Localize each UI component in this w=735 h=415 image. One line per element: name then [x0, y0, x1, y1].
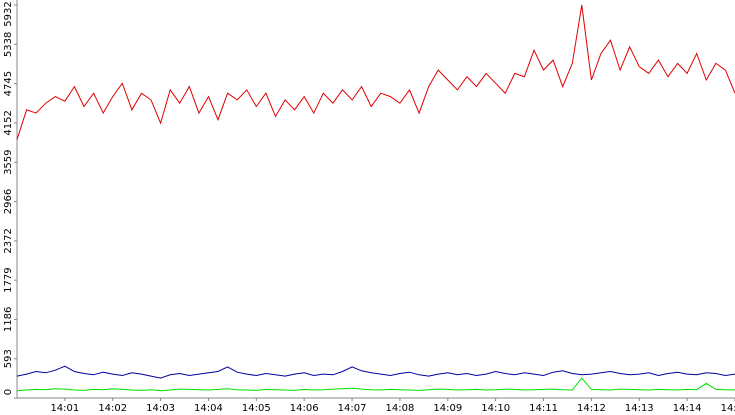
x-tick-label: 14:15 — [721, 403, 735, 414]
y-tick-label: 4152 — [3, 110, 14, 135]
x-tick-label: 14:07 — [338, 403, 367, 414]
y-tick-label: 0 — [3, 389, 14, 395]
series-line — [16, 365, 735, 379]
y-tick-label: 4745 — [3, 71, 14, 96]
y-tick-label: 2966 — [3, 189, 14, 214]
x-tick-label: 14:08 — [386, 403, 415, 414]
x-tick-label: 14:13 — [625, 403, 654, 414]
x-tick-label: 14:02 — [98, 403, 127, 414]
y-tick-label: 5338 — [3, 32, 14, 57]
y-tick-label: 1779 — [3, 267, 14, 292]
x-tick-label: 14:04 — [194, 403, 223, 414]
x-tick-label: 14:03 — [146, 403, 175, 414]
x-tick-label: 14:10 — [481, 403, 510, 414]
x-tick-label: 14:05 — [242, 403, 271, 414]
y-tick-label: 3559 — [3, 149, 14, 174]
series-line — [16, 4, 735, 140]
series-line — [16, 377, 735, 392]
x-tick-label: 14:01 — [50, 403, 79, 414]
x-tick-label: 14:11 — [529, 403, 558, 414]
y-tick-label: 1186 — [3, 307, 14, 332]
y-tick-label: 593 — [3, 349, 14, 368]
y-tick-label: 5932 — [3, 1, 14, 26]
x-tick-label: 14:09 — [433, 403, 462, 414]
x-tick-label: 14:14 — [673, 403, 702, 414]
x-tick-label: 14:06 — [290, 403, 319, 414]
x-tick-label: 14:12 — [577, 403, 606, 414]
y-tick-label: 2372 — [3, 228, 14, 253]
